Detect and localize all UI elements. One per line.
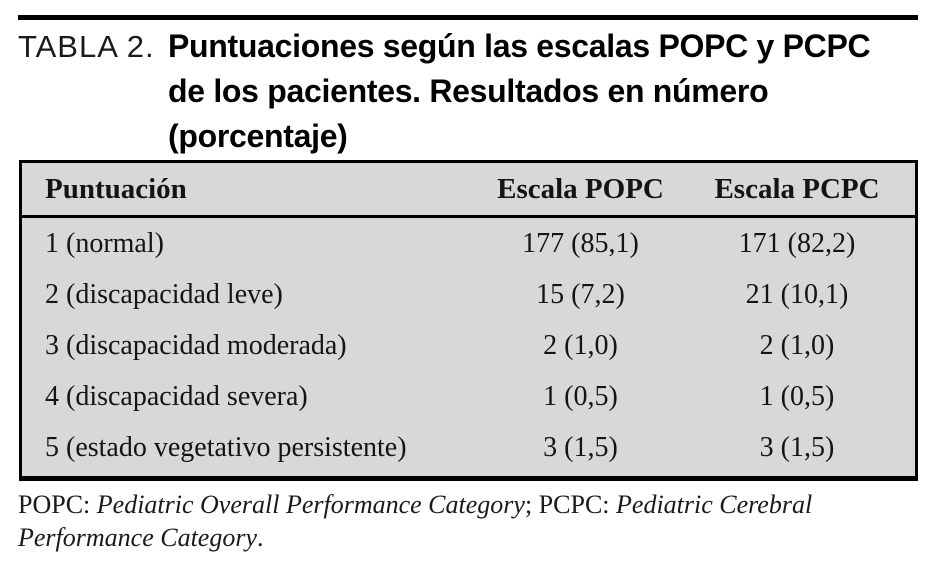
table-number-label: TABLA 2. (18, 29, 155, 64)
table-title-line-1: Puntuaciones según las escalas POPC y PC… (168, 28, 871, 64)
row-score-label: 5 (estado vegetativo persistente) (45, 431, 407, 463)
top-rule (18, 15, 918, 20)
column-header-escala-popc: Escala POPC (497, 172, 664, 205)
row-popc-value: 3 (1,5) (543, 431, 618, 463)
row-pcpc-value: 2 (1,0) (759, 329, 835, 361)
table-caption: TABLA 2. Puntuaciones según las escalas … (18, 24, 918, 159)
footnote-popc-abbr: POPC: (18, 490, 97, 519)
row-score-label: 2 (discapacidad leve) (45, 278, 283, 310)
column-header-escala-pcpc: Escala PCPC (714, 172, 880, 205)
table-title-line-2: de los pacientes. Resultados en número (168, 73, 769, 109)
column-header-puntuacion: Puntuación (45, 172, 187, 205)
footnote-pcpc-expansion: Pediatric Cerebral Performance Category (18, 490, 813, 552)
data-table: Puntuación Escala POPC Escala PCPC 1 (no… (19, 160, 918, 481)
footnote-separator: ; PCPC: (524, 490, 617, 519)
table-row: 3 (discapacidad moderada) 2 (1,0) 2 (1,0… (22, 320, 915, 371)
table-row: 1 (normal) 177 (85,1) 171 (82,2) (22, 218, 915, 269)
row-popc-value: 1 (0,5) (543, 380, 618, 412)
row-score-label: 1 (normal) (45, 227, 164, 259)
row-pcpc-value: 21 (10,1) (745, 278, 849, 310)
row-score-label: 4 (discapacidad severa) (45, 380, 308, 412)
row-pcpc-value: 171 (82,2) (738, 227, 856, 259)
table-row: 5 (estado vegetativo persistente) 3 (1,5… (22, 422, 915, 473)
footnote-period: . (257, 523, 264, 552)
table-title: Puntuaciones según las escalas POPC y PC… (168, 24, 871, 159)
row-popc-value: 2 (1,0) (543, 329, 618, 361)
row-score-label: 3 (discapacidad moderada) (45, 329, 347, 361)
footnote-popc-expansion: Pediatric Overall Performance Category (96, 490, 525, 519)
table-row: 4 (discapacidad severa) 1 (0,5) 1 (0,5) (22, 371, 915, 422)
table-header-row: Puntuación Escala POPC Escala PCPC (22, 163, 915, 218)
row-pcpc-value: 3 (1,5) (759, 431, 835, 463)
row-popc-value: 15 (7,2) (536, 278, 625, 310)
table-title-line-3: (porcentaje) (168, 118, 348, 154)
row-popc-value: 177 (85,1) (522, 227, 639, 259)
table-footnote: POPC: Pediatric Overall Performance Cate… (18, 488, 918, 554)
row-pcpc-value: 1 (0,5) (759, 380, 835, 412)
table-row: 2 (discapacidad leve) 15 (7,2) 21 (10,1) (22, 269, 915, 320)
